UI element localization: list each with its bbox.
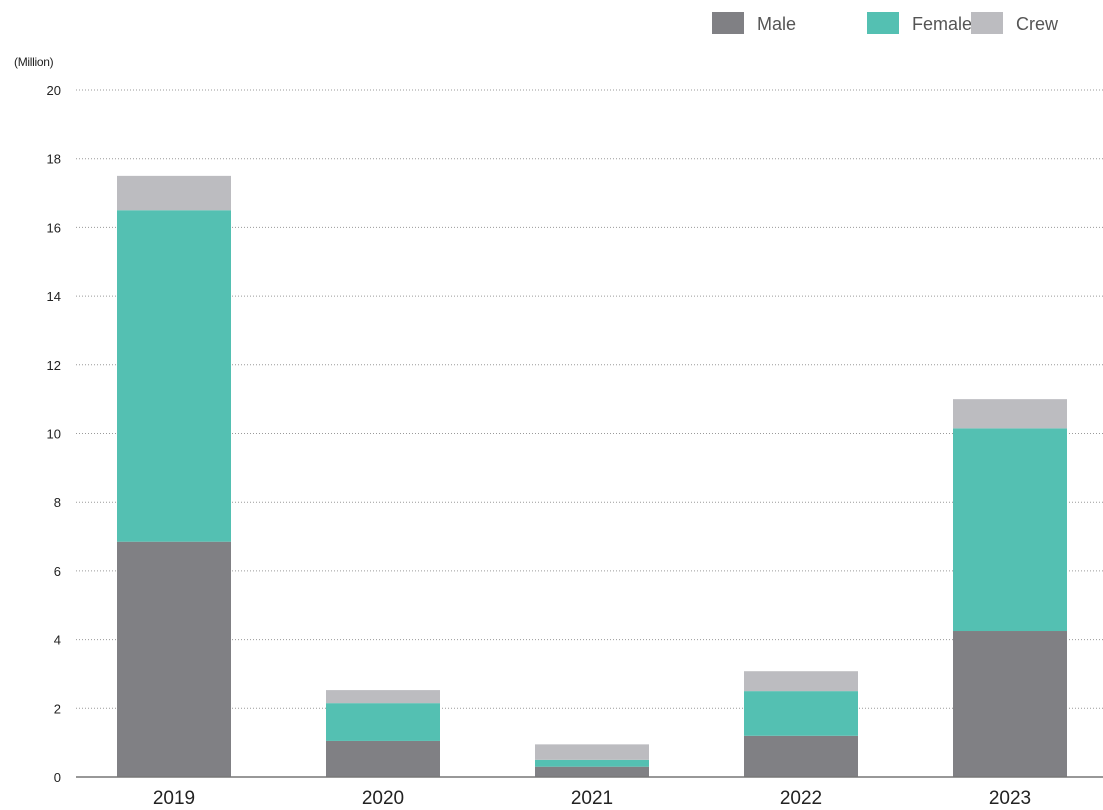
legend-swatch-crew [971,12,1003,34]
bar-crew-2022 [744,671,858,692]
y-tick-label: 14 [47,289,61,304]
legend-swatch-female [867,12,899,34]
legend-label-female: Female [912,14,972,34]
y-tick-label: 2 [54,701,61,716]
legend-label-crew: Crew [1016,14,1059,34]
y-axis-unit-label: (Million) [14,55,54,69]
bar-male-2022 [744,735,858,777]
bar-crew-2020 [326,690,440,704]
x-tick-label: 2023 [989,788,1031,809]
bar-crew-2021 [535,744,649,760]
y-tick-label: 18 [47,152,61,167]
y-tick-label: 12 [47,358,61,373]
y-tick-label: 10 [47,427,61,442]
y-tick-label: 6 [54,564,61,579]
bars [117,175,1067,777]
y-axis-ticks: 0 2 4 6 8 10 12 14 16 18 20 [47,83,61,785]
x-tick-label: 2021 [571,788,613,809]
x-tick-label: 2019 [153,788,195,809]
y-tick-label: 20 [47,83,61,98]
bar-female-2022 [744,691,858,736]
bar-crew-2023 [953,399,1067,429]
y-tick-label: 0 [54,770,61,785]
legend-label-male: Male [757,14,796,34]
bar-female-2020 [326,703,440,741]
bar-female-2019 [117,210,231,542]
y-tick-label: 4 [54,633,61,648]
bar-female-2021 [535,759,649,767]
bar-male-2021 [535,766,649,777]
bar-male-2023 [953,631,1067,777]
bar-crew-2019 [117,175,231,211]
y-tick-label: 8 [54,495,61,510]
x-axis-ticks: 2019 2020 2021 2022 2023 [153,788,1031,809]
gridlines [76,89,1103,709]
legend-swatch-male [712,12,744,34]
bar-male-2019 [117,541,231,777]
x-tick-label: 2020 [362,788,404,809]
legend: Male Female Crew [712,12,1059,34]
y-tick-label: 16 [47,220,61,235]
bar-male-2020 [326,740,440,777]
x-tick-label: 2022 [780,788,822,809]
bar-female-2023 [953,428,1067,632]
